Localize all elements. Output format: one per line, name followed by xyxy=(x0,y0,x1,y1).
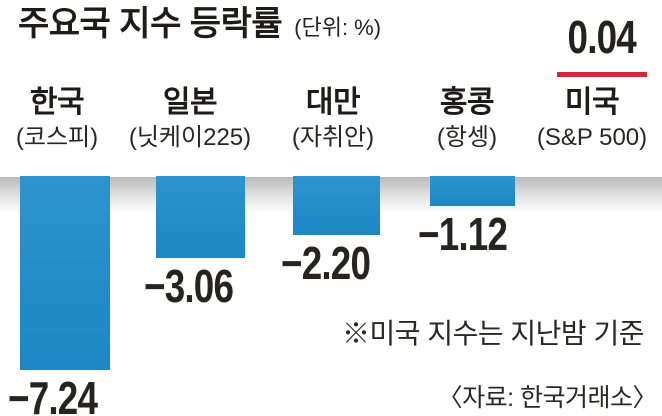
bar-hongkong xyxy=(430,176,515,206)
column-label-hongkong: 홍콩 (항셍) xyxy=(392,84,542,154)
unit-label: (단위: %) xyxy=(294,15,382,40)
us-value-label: 0.04 xyxy=(567,11,637,63)
country-name: 대만 xyxy=(305,86,361,119)
bar-value-label: −7.24 xyxy=(8,372,98,416)
page-title: 주요국 지수 등락률 xyxy=(18,5,283,43)
column-label-usa: 미국 (S&P 500) xyxy=(517,84,662,154)
bar-korea xyxy=(20,176,110,370)
column-label-taiwan: 대만 (자취안) xyxy=(258,84,408,154)
index-name: (자취안) xyxy=(291,124,375,151)
index-name: (닛케이225) xyxy=(128,124,252,151)
bar-value-label: −1.12 xyxy=(418,208,508,260)
bar-value-label: −3.06 xyxy=(144,260,234,312)
country-name: 일본 xyxy=(162,86,218,119)
footnote-us-basis: ※미국 지수는 지난밤 기준 xyxy=(342,318,644,349)
country-name: 미국 xyxy=(564,86,620,119)
bar-taiwan xyxy=(293,176,380,235)
column-label-japan: 일본 (닛케이225) xyxy=(115,84,265,154)
data-source: 〈자료: 한국거래소〉 xyxy=(437,384,658,412)
header: 주요국 지수 등락률 (단위: %) xyxy=(18,2,381,46)
index-name: (항셍) xyxy=(436,124,498,151)
index-name: (S&P 500) xyxy=(536,124,648,151)
index-name: (코스피) xyxy=(15,124,99,151)
us-value-block: 0.04 xyxy=(552,14,652,60)
country-name: 홍콩 xyxy=(439,86,495,119)
us-positive-underline xyxy=(557,72,647,77)
bar-chart: −7.24 −3.06 −2.20 −1.12 xyxy=(0,176,662,416)
bar-value-label: −2.20 xyxy=(281,237,371,289)
column-label-korea: 한국 (코스피) xyxy=(0,84,132,154)
country-name: 한국 xyxy=(29,86,85,119)
bar-japan xyxy=(156,176,245,258)
